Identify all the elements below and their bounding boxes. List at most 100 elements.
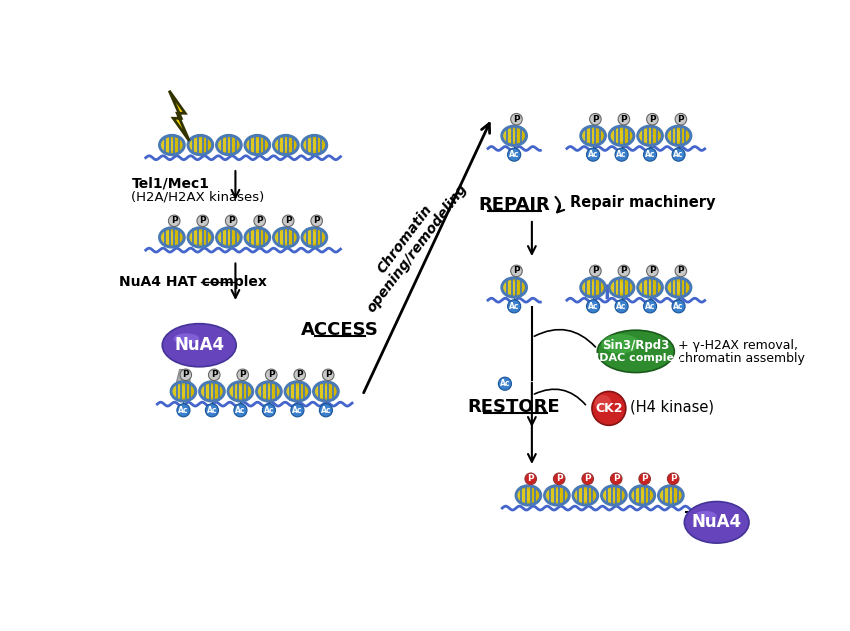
Text: Repair machinery: Repair machinery — [570, 195, 716, 210]
Circle shape — [208, 369, 220, 380]
Circle shape — [498, 377, 512, 390]
Ellipse shape — [516, 486, 541, 505]
Ellipse shape — [275, 138, 290, 152]
Ellipse shape — [602, 486, 626, 505]
Ellipse shape — [502, 126, 526, 145]
Circle shape — [168, 215, 180, 227]
Ellipse shape — [245, 136, 269, 155]
Text: Ac: Ac — [616, 302, 626, 311]
Ellipse shape — [601, 334, 640, 353]
Ellipse shape — [285, 382, 309, 401]
Circle shape — [291, 404, 304, 417]
Text: Ac: Ac — [178, 406, 189, 415]
Circle shape — [672, 300, 685, 313]
Ellipse shape — [545, 486, 570, 505]
Ellipse shape — [303, 138, 318, 152]
Ellipse shape — [503, 129, 518, 143]
Text: P: P — [228, 216, 235, 225]
Text: NuA4: NuA4 — [692, 514, 742, 531]
Ellipse shape — [630, 486, 654, 505]
Text: P: P — [677, 266, 684, 275]
Text: P: P — [620, 115, 627, 124]
Text: Ac: Ac — [500, 379, 510, 388]
Circle shape — [265, 369, 277, 380]
Ellipse shape — [581, 126, 605, 145]
Text: P: P — [642, 475, 648, 483]
Circle shape — [592, 391, 626, 425]
Ellipse shape — [188, 228, 212, 247]
Ellipse shape — [660, 488, 675, 502]
Ellipse shape — [684, 502, 749, 543]
Ellipse shape — [257, 382, 281, 401]
Text: HDAC complex: HDAC complex — [590, 353, 682, 363]
Circle shape — [615, 148, 628, 161]
Text: Ac: Ac — [235, 406, 246, 415]
Text: Ac: Ac — [588, 150, 598, 159]
Circle shape — [197, 215, 208, 227]
Ellipse shape — [161, 231, 176, 244]
Text: P: P — [649, 266, 655, 275]
Ellipse shape — [667, 129, 683, 143]
Text: REPAIR: REPAIR — [479, 196, 550, 214]
Ellipse shape — [610, 129, 626, 143]
Text: Ac: Ac — [673, 150, 683, 159]
Text: ACCESS: ACCESS — [300, 321, 378, 339]
Ellipse shape — [632, 488, 646, 502]
Text: P: P — [649, 115, 655, 124]
Ellipse shape — [314, 382, 338, 401]
Text: P: P — [592, 266, 598, 275]
Text: P: P — [285, 216, 292, 225]
Ellipse shape — [638, 278, 662, 297]
Circle shape — [234, 404, 247, 417]
Circle shape — [507, 300, 521, 313]
Circle shape — [553, 473, 565, 485]
Text: P: P — [513, 115, 520, 124]
Circle shape — [675, 114, 687, 125]
Text: Chromatin
opening/remodeling: Chromatin opening/remodeling — [352, 172, 470, 316]
Circle shape — [263, 404, 275, 417]
Ellipse shape — [598, 330, 674, 372]
Ellipse shape — [502, 278, 526, 297]
Text: RESTORE: RESTORE — [468, 398, 560, 416]
Ellipse shape — [546, 488, 561, 502]
Text: + γ-H2AX removal,: + γ-H2AX removal, — [678, 339, 798, 351]
Ellipse shape — [302, 136, 326, 155]
Circle shape — [590, 114, 601, 125]
Circle shape — [311, 215, 322, 227]
Ellipse shape — [575, 488, 589, 502]
Ellipse shape — [258, 385, 273, 398]
Ellipse shape — [582, 129, 597, 143]
Ellipse shape — [171, 382, 196, 401]
Ellipse shape — [162, 324, 236, 367]
Ellipse shape — [160, 136, 184, 155]
Text: P: P — [183, 370, 189, 379]
Ellipse shape — [638, 126, 662, 145]
Ellipse shape — [609, 278, 634, 297]
Circle shape — [206, 404, 218, 417]
Circle shape — [615, 300, 628, 313]
Text: P: P — [592, 115, 598, 124]
Text: Ac: Ac — [588, 302, 598, 311]
Ellipse shape — [582, 281, 597, 294]
Text: Ac: Ac — [264, 406, 275, 415]
Text: (H2A/H2AX kinases): (H2A/H2AX kinases) — [132, 190, 264, 203]
Ellipse shape — [218, 231, 233, 244]
Text: NuA4: NuA4 — [174, 336, 224, 354]
Text: P: P — [297, 370, 303, 379]
Ellipse shape — [302, 228, 326, 247]
Text: Tel1/Mec1: Tel1/Mec1 — [132, 177, 209, 191]
Text: Ac: Ac — [292, 406, 303, 415]
Ellipse shape — [190, 231, 204, 244]
Text: Sin3/Rpd3: Sin3/Rpd3 — [602, 339, 670, 351]
Ellipse shape — [639, 281, 654, 294]
Text: CK2: CK2 — [595, 402, 622, 415]
Ellipse shape — [667, 281, 683, 294]
Text: P: P — [670, 475, 677, 483]
Circle shape — [643, 148, 656, 161]
Text: (H4 kinase): (H4 kinase) — [631, 399, 715, 415]
Polygon shape — [169, 91, 190, 141]
Text: Ac: Ac — [616, 150, 626, 159]
Text: Ac: Ac — [207, 406, 218, 415]
Ellipse shape — [201, 385, 216, 398]
Text: P: P — [257, 216, 263, 225]
